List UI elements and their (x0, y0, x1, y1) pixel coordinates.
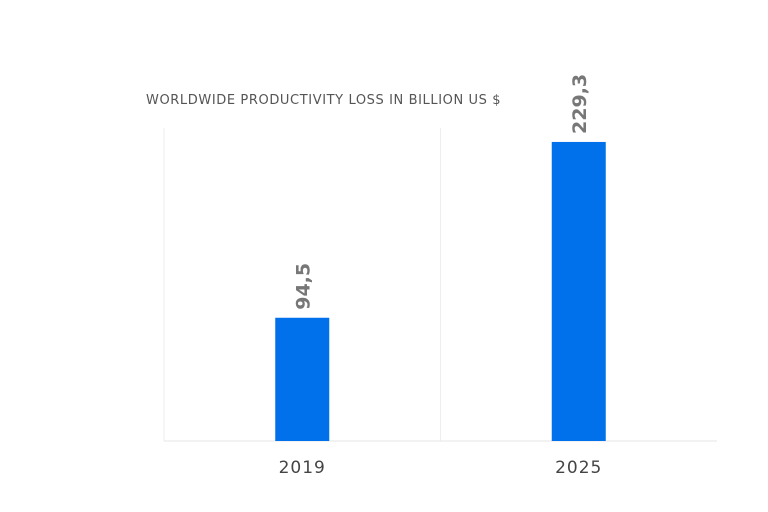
x-tick-2025: 2025 (555, 458, 602, 478)
bars (275, 141, 606, 441)
value-labels: 94,5 229,3 (292, 74, 591, 310)
bar-2025 (551, 141, 606, 441)
gridlines (163, 128, 717, 442)
bar-2019 (275, 317, 330, 441)
chart-title: WORLDWIDE PRODUCTIVITY LOSS IN BILLION U… (146, 93, 501, 108)
x-tick-labels: 2019 2025 (279, 458, 602, 478)
x-tick-2019: 2019 (279, 458, 326, 478)
value-label-2025: 229,3 (569, 74, 591, 134)
value-label-2019: 94,5 (292, 263, 314, 310)
